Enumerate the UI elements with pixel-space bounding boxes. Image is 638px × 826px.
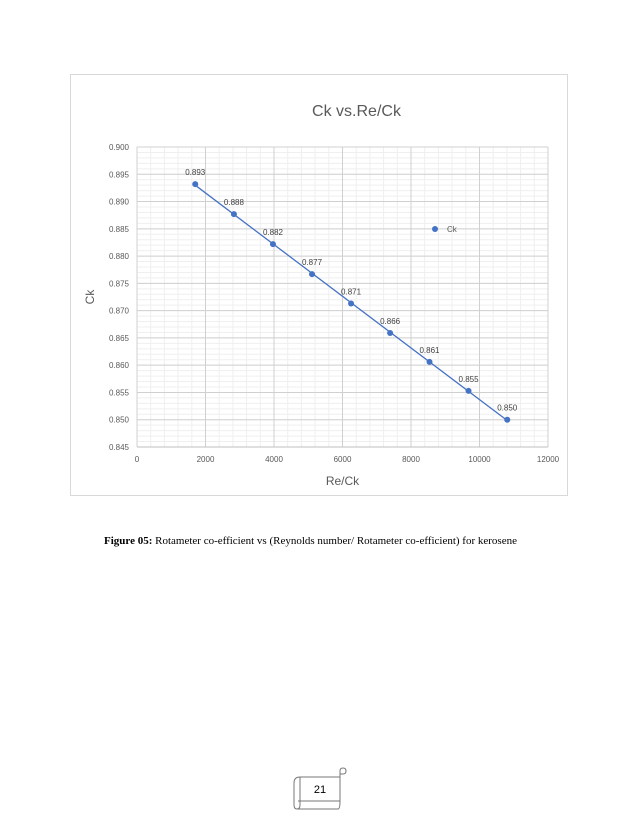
x-tick-label: 2000 — [197, 455, 215, 464]
y-tick-label: 0.900 — [109, 143, 130, 152]
data-point — [230, 211, 237, 218]
data-label: 0.866 — [380, 317, 401, 326]
y-tick-label: 0.885 — [109, 225, 130, 234]
figure-caption: Figure 05: Rotameter co-efficient vs (Re… — [104, 535, 584, 547]
x-tick-label: 4000 — [265, 455, 283, 464]
data-label: 0.855 — [459, 375, 480, 384]
y-tick-label: 0.865 — [109, 334, 130, 343]
y-tick-label: 0.850 — [109, 416, 130, 425]
data-point — [348, 300, 355, 307]
data-label: 0.882 — [263, 228, 284, 237]
data-point — [309, 271, 316, 278]
data-point — [465, 387, 472, 394]
chart-area: 0 2000 4000 6000 8000 10000 12000 0.845 0.850 0.8… — [70, 74, 568, 496]
page-number: 21 — [313, 784, 327, 796]
x-tick-label: 12000 — [537, 455, 560, 464]
figure-caption-text: Rotameter co-efficient vs (Reynolds numb… — [152, 535, 517, 547]
x-tick-label: 8000 — [402, 455, 420, 464]
y-axis-label: Ck — [83, 289, 97, 305]
y-tick-label: 0.895 — [109, 170, 130, 179]
y-tick-label: 0.875 — [109, 279, 130, 288]
y-tick-label: 0.890 — [109, 198, 130, 207]
y-tick-label: 0.880 — [109, 252, 130, 261]
data-point — [192, 181, 199, 188]
data-point — [504, 416, 511, 423]
legend-marker — [432, 226, 438, 232]
data-point — [269, 241, 276, 248]
figure-caption-label: Figure 05: — [104, 535, 153, 547]
y-tick-label: 0.855 — [109, 388, 130, 397]
data-label: 0.888 — [224, 198, 245, 207]
y-tick-label: 0.860 — [109, 361, 130, 370]
x-tick-label: 10000 — [468, 455, 491, 464]
page-number-scroll-icon — [293, 767, 347, 810]
data-label: 0.893 — [185, 168, 206, 177]
data-label: 0.871 — [341, 288, 362, 297]
data-point — [426, 358, 433, 365]
data-point — [387, 330, 394, 336]
legend-label: Ck — [447, 225, 458, 234]
chart-title: Ck vs.Re/Ck — [312, 103, 402, 120]
y-tick-label: 0.845 — [109, 443, 130, 452]
data-label: 0.850 — [497, 404, 518, 413]
chart-svg: 0 2000 4000 6000 8000 10000 12000 0.845 0.850 0.8… — [83, 103, 560, 488]
data-label: 0.877 — [302, 258, 323, 267]
x-axis-label: Re/Ck — [326, 474, 360, 488]
data-label: 0.861 — [419, 346, 440, 355]
x-tick-label: 6000 — [334, 455, 352, 464]
x-tick-label: 0 — [135, 455, 140, 464]
y-tick-label: 0.870 — [109, 307, 130, 316]
